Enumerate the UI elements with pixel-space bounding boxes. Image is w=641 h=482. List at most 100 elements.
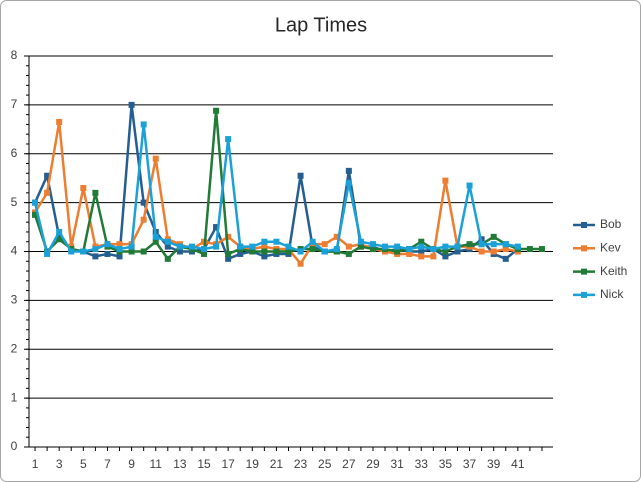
data-point (273, 238, 280, 245)
data-point (140, 199, 147, 206)
data-point (394, 243, 401, 250)
legend-label: Kev (600, 240, 621, 254)
data-point (466, 182, 473, 189)
data-point (176, 243, 183, 250)
data-point (321, 248, 328, 255)
data-point (285, 248, 292, 255)
x-tick-label: 29 (366, 457, 380, 471)
y-tick-label: 4 (11, 244, 18, 258)
x-tick-label: 13 (173, 457, 187, 471)
x-tick-label: 37 (463, 457, 477, 471)
legend-marker (581, 268, 587, 275)
data-point (128, 243, 135, 250)
data-point (92, 253, 99, 260)
data-point (357, 243, 364, 250)
data-point (466, 241, 473, 248)
data-point (116, 246, 123, 253)
data-point (406, 246, 413, 253)
x-tick-label: 19 (246, 457, 260, 471)
data-point (164, 238, 171, 245)
data-point (116, 241, 123, 248)
data-point (430, 246, 437, 253)
data-point (345, 167, 352, 174)
data-point (418, 243, 425, 250)
data-point (140, 121, 147, 128)
data-point (201, 250, 208, 257)
x-tick-label: 15 (197, 457, 211, 471)
y-tick-label: 6 (11, 146, 18, 160)
data-point (442, 253, 449, 260)
x-tick-label: 9 (128, 457, 135, 471)
data-point (164, 243, 171, 250)
data-point (92, 246, 99, 253)
legend-marker (581, 222, 587, 228)
data-point (44, 250, 51, 257)
data-point (32, 211, 39, 218)
data-point (140, 216, 147, 223)
x-tick-label: 23 (294, 457, 308, 471)
data-point (309, 238, 316, 245)
data-point (225, 250, 232, 257)
data-point (237, 243, 244, 250)
data-point (369, 241, 376, 248)
data-point (152, 155, 159, 162)
data-point (116, 253, 123, 260)
x-tick-label: 11 (149, 457, 162, 471)
data-point (309, 246, 316, 253)
data-point (345, 180, 352, 187)
data-point (297, 248, 304, 255)
data-point (357, 238, 364, 245)
data-point (345, 243, 352, 250)
data-point (418, 253, 425, 260)
data-point (297, 172, 304, 179)
data-point (502, 255, 509, 262)
x-tick-label: 27 (342, 457, 356, 471)
data-point (526, 246, 533, 253)
data-point (249, 248, 256, 255)
x-tick-label: 3 (56, 457, 63, 471)
data-point (56, 228, 63, 235)
data-point (80, 248, 87, 255)
data-point (68, 248, 75, 255)
data-point (478, 248, 485, 255)
data-point (261, 243, 268, 250)
data-point (104, 241, 111, 248)
legend-label: Keith (600, 264, 627, 278)
data-point (369, 246, 376, 253)
data-point (297, 260, 304, 267)
data-point (56, 118, 63, 125)
data-point (418, 248, 425, 255)
data-point (454, 243, 461, 250)
data-point (418, 238, 425, 245)
data-point (478, 241, 485, 248)
data-point (394, 248, 401, 255)
data-point (382, 243, 389, 250)
data-point (56, 236, 63, 243)
data-point (321, 241, 328, 248)
data-point (261, 238, 268, 245)
legend-marker (581, 291, 587, 298)
x-tick-label: 5 (80, 457, 87, 471)
x-tick-label: 1 (32, 457, 39, 471)
data-point (490, 233, 497, 240)
data-point (538, 246, 545, 253)
data-point (92, 189, 99, 196)
chart-title: Lap Times (275, 14, 367, 36)
data-point (44, 172, 51, 179)
data-point (261, 248, 268, 255)
data-point (502, 241, 509, 248)
data-point (345, 250, 352, 257)
x-tick-label: 25 (318, 457, 332, 471)
x-tick-label: 7 (104, 457, 111, 471)
data-point (201, 246, 208, 253)
data-point (213, 224, 220, 231)
data-point (514, 243, 521, 250)
x-tick-label: 41 (511, 457, 525, 471)
data-point (225, 255, 232, 262)
data-point (152, 233, 159, 240)
data-point (80, 184, 87, 191)
x-tick-label: 35 (439, 457, 453, 471)
data-point (213, 243, 220, 250)
y-tick-label: 3 (11, 293, 18, 307)
